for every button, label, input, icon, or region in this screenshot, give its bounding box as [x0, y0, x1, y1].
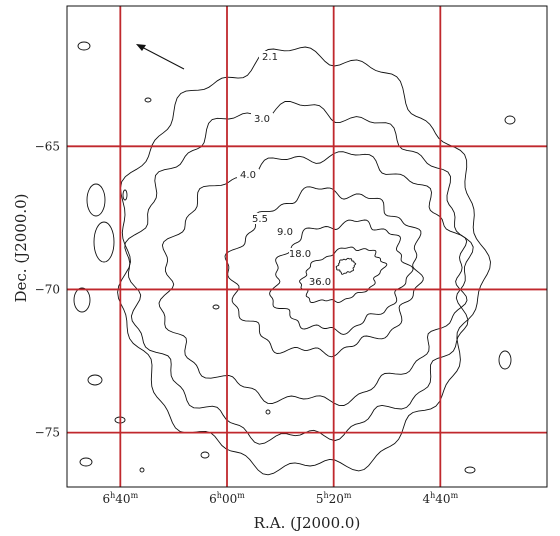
contour-level-6 [335, 257, 357, 275]
y-tick-label-2: −75 [35, 426, 60, 440]
contour-label-5: 18.0 [289, 249, 311, 260]
contour-label-2: 4.0 [240, 170, 256, 181]
noise-contour-12 [498, 350, 512, 370]
grid-lines [67, 6, 547, 487]
contour-label-3: 5.5 [252, 214, 268, 225]
contour-label-bg-4 [274, 226, 296, 237]
x-axis-label: R.A. (J2000.0) [254, 514, 361, 532]
contour-level-2 [158, 151, 468, 406]
noise-contour-2 [73, 287, 91, 313]
y-axis-label: Dec. (J2000.0) [12, 193, 30, 302]
noise-contour-9 [122, 189, 128, 201]
contour-label-bg-3 [249, 213, 271, 224]
contour-label-bg-2 [237, 169, 259, 180]
noise-contour-11 [504, 115, 516, 125]
noise-contour-3 [93, 221, 115, 263]
noise-contour-4 [87, 374, 103, 386]
noise-contour-8 [144, 97, 152, 103]
contour-lines [117, 46, 491, 476]
contour-label-bg-1 [251, 113, 273, 124]
contour-label-4: 9.0 [277, 227, 293, 238]
noise-contour-13 [464, 466, 476, 474]
contour-label-0: 2.1 [262, 52, 278, 63]
noise-contour-10 [212, 304, 220, 310]
contour-label-bg-5 [289, 248, 311, 259]
contour-label-1: 3.0 [254, 114, 270, 125]
noise-contour-15 [139, 467, 145, 473]
contour-level-5 [299, 246, 388, 303]
contour-label-6: 36.0 [309, 277, 331, 288]
noise-contour-1 [86, 183, 106, 217]
contour-level-4 [269, 219, 414, 335]
noise-contour-5 [79, 457, 93, 467]
contour-level-1 [124, 101, 474, 445]
noise-contour-7 [200, 451, 210, 459]
plot-frame [66, 5, 548, 488]
y-tick-label-0: −65 [35, 139, 60, 153]
x-tick-label-3: 4h40m [422, 491, 458, 506]
contour-level-0 [117, 46, 491, 476]
x-tick-label-0: 6h40m [102, 491, 138, 506]
contour-label-bg-6 [309, 276, 331, 287]
contour-label-bg-0 [259, 51, 281, 62]
direction-arrow [136, 44, 185, 70]
axis-ticks: 6h40m 6h00m 5h20m 4h40m −65 −70 −75 [35, 139, 459, 506]
noise-contour-14 [265, 409, 271, 415]
y-tick-label-1: −70 [35, 282, 60, 296]
contour-labels: 2.1 3.0 4.0 5.5 9.0 18.0 36.0 [237, 51, 331, 288]
x-tick-label-2: 5h20m [316, 491, 352, 506]
contour-level-3 [224, 186, 424, 358]
noise-contour-0 [77, 41, 91, 51]
x-tick-label-1: 6h00m [209, 491, 245, 506]
